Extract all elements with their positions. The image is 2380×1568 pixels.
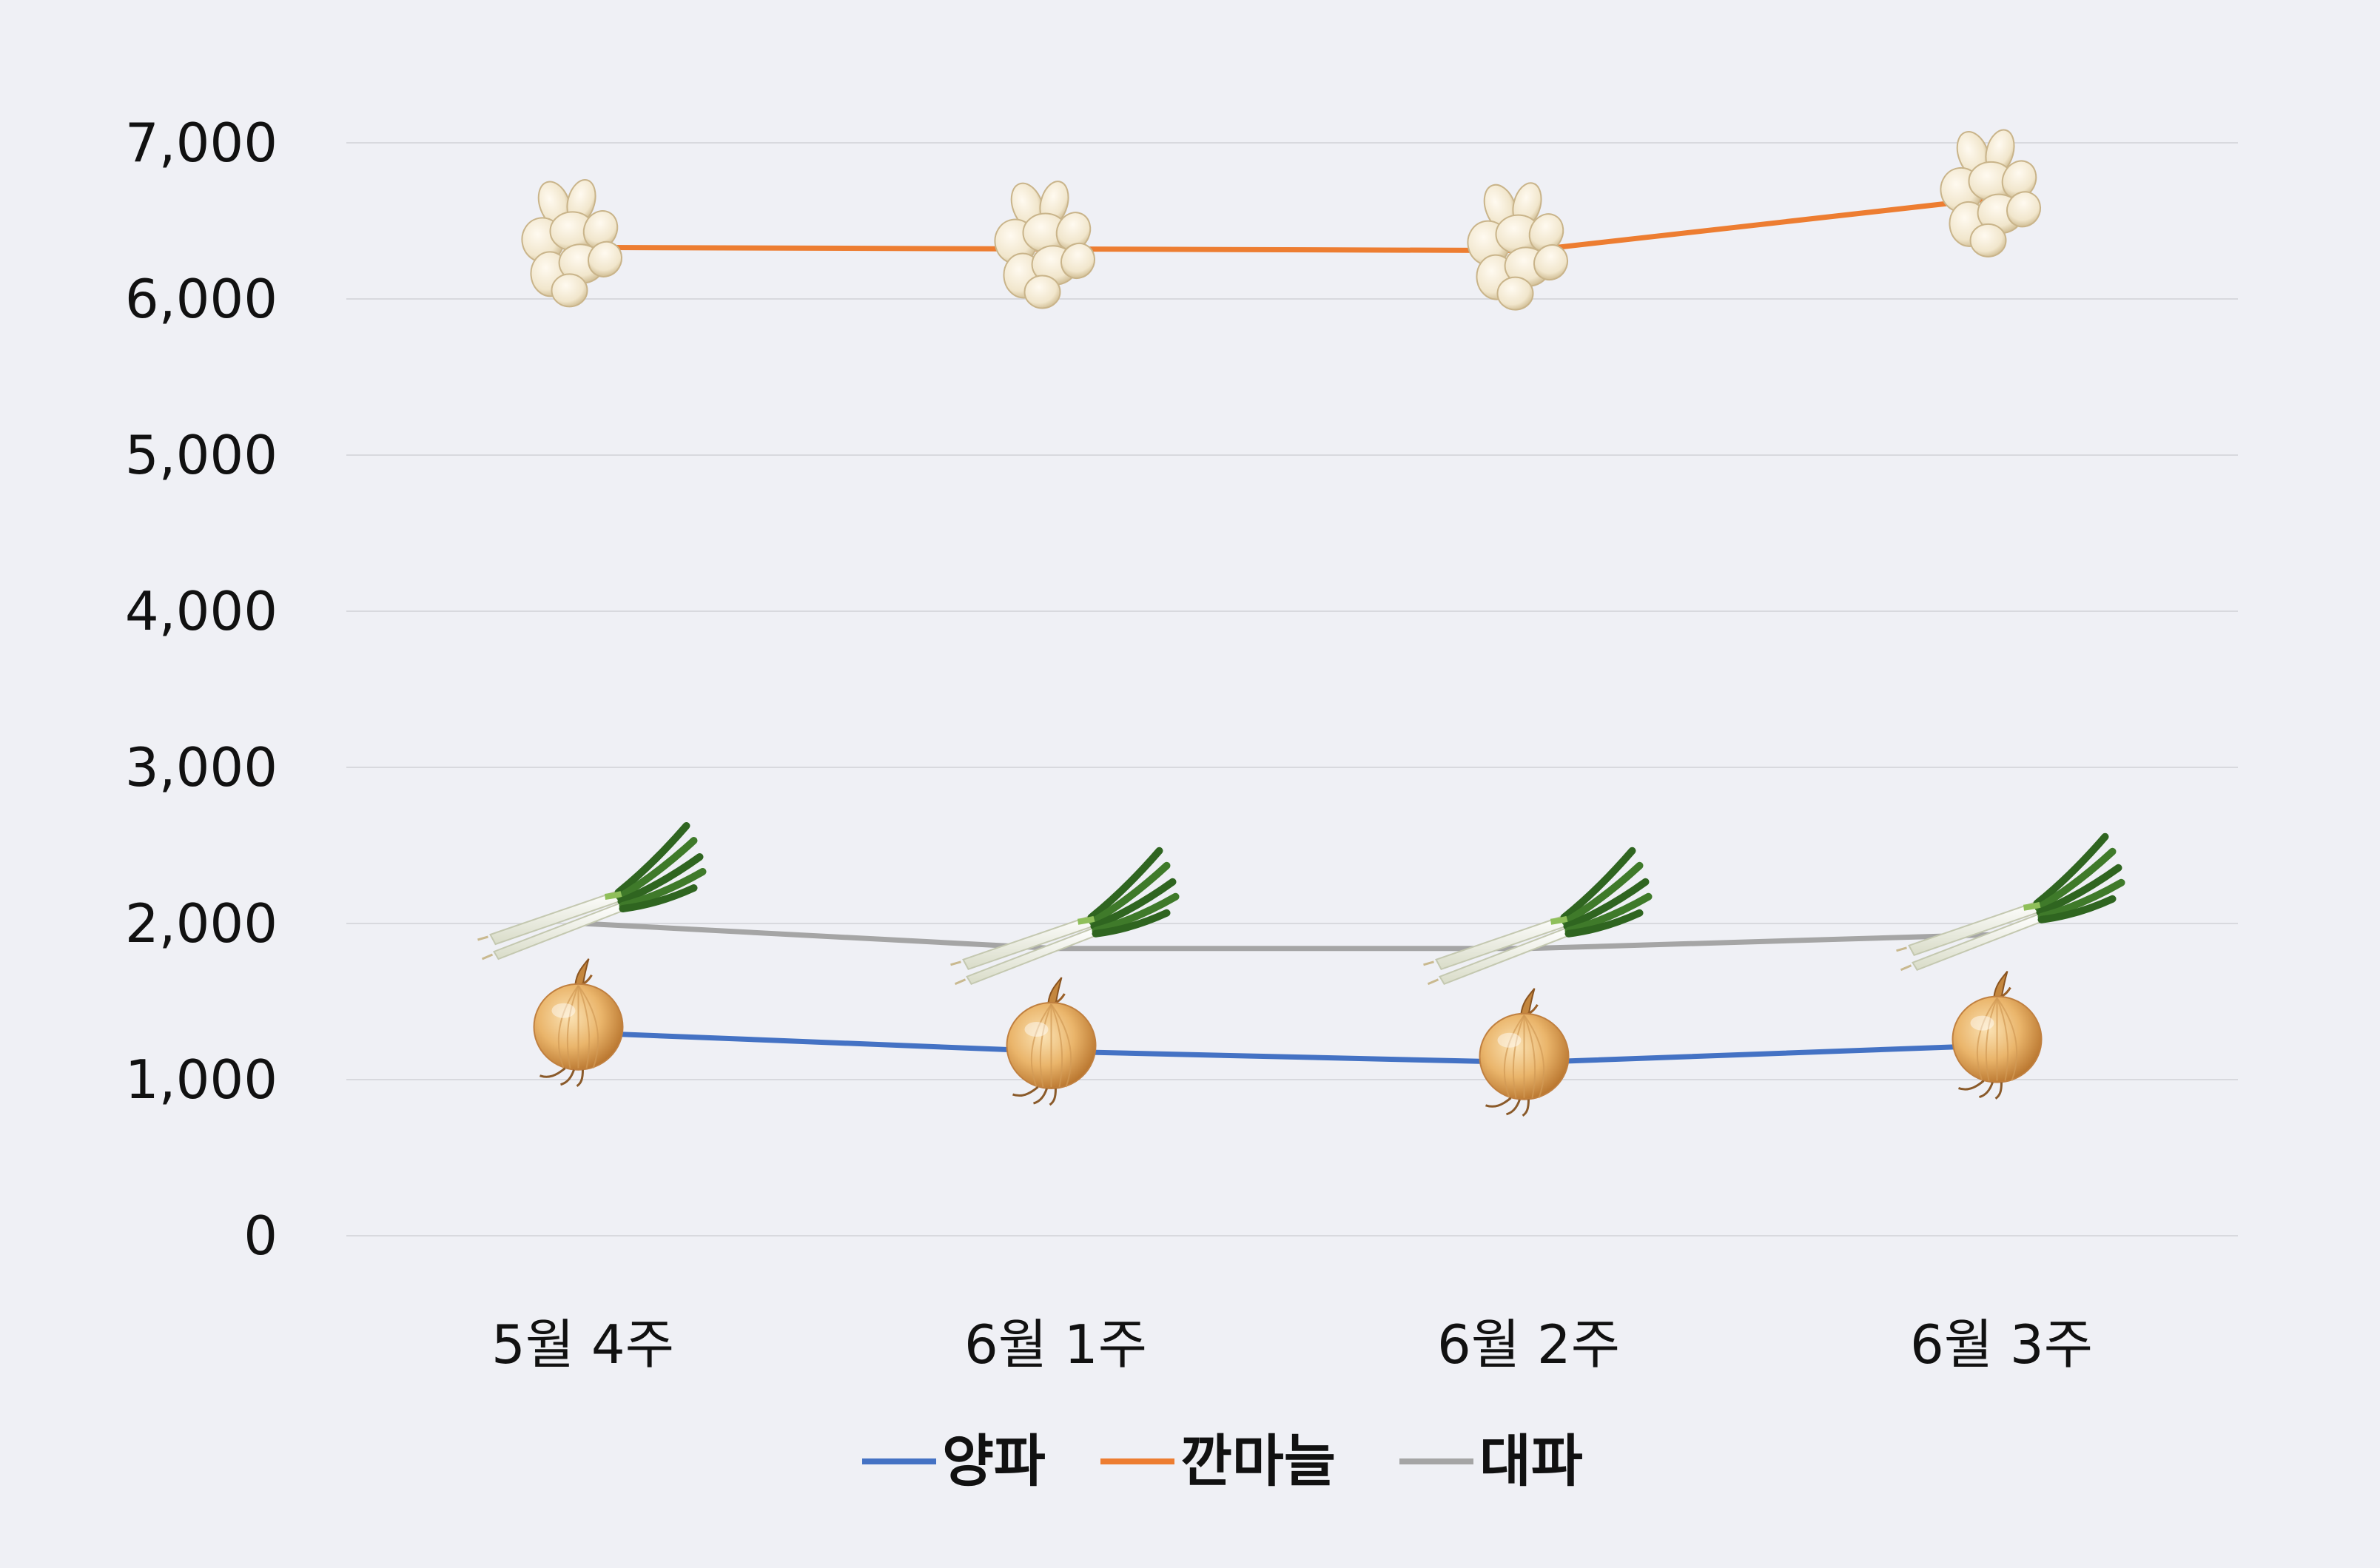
onion-icon [1952, 970, 2043, 1100]
garlic-icon [521, 179, 623, 308]
legend-label: 대파 [1479, 1428, 1583, 1494]
y-tick-label: 5,000 [125, 424, 278, 486]
garlic-icon [1467, 182, 1569, 311]
y-tick-label: 7,000 [125, 112, 278, 174]
legend-item: 깐마늘 [1100, 1428, 1336, 1494]
legend: 양파 깐마늘 대파 [862, 1428, 1583, 1494]
y-axis: 0 1,000 2,000 3,000 4,000 5,000 6,000 7,000 [125, 112, 278, 1267]
x-tick-label: 6월 1주 [964, 1313, 1147, 1376]
garlic-icon [1940, 129, 2042, 258]
green-onion-icon [950, 847, 1180, 986]
onion-icon [1479, 988, 1570, 1117]
series-line [582, 1030, 2002, 1066]
y-tick-label: 3,000 [125, 736, 278, 798]
y-tick-label: 4,000 [125, 580, 278, 642]
series-line [582, 921, 2002, 952]
onion-icon [533, 958, 624, 1087]
y-tick-label: 2,000 [125, 892, 278, 955]
series-lines [582, 195, 2002, 1066]
gridlines [346, 142, 2238, 1236]
legend-label: 양파 [942, 1428, 1046, 1494]
y-tick-label: 1,000 [125, 1049, 278, 1111]
garlic-icon [994, 181, 1096, 309]
x-axis: 5월 4주 6월 1주 6월 2주 6월 3주 [491, 1313, 2093, 1376]
legend-label: 깐마늘 [1180, 1428, 1336, 1494]
y-tick-label: 0 [243, 1205, 278, 1267]
green-onion-icon [1423, 847, 1653, 986]
series-markers [477, 129, 2125, 1117]
x-tick-label: 6월 2주 [1437, 1313, 1620, 1376]
green-onion-icon [477, 822, 707, 960]
legend-item: 대파 [1399, 1428, 1583, 1494]
series-line [582, 195, 2002, 254]
y-tick-label: 6,000 [125, 268, 278, 330]
onion-icon [1006, 977, 1097, 1106]
x-tick-label: 5월 4주 [491, 1313, 674, 1376]
legend-item: 양파 [862, 1428, 1046, 1494]
x-tick-label: 6월 3주 [1910, 1313, 2093, 1376]
green-onion-icon [1896, 832, 2125, 972]
